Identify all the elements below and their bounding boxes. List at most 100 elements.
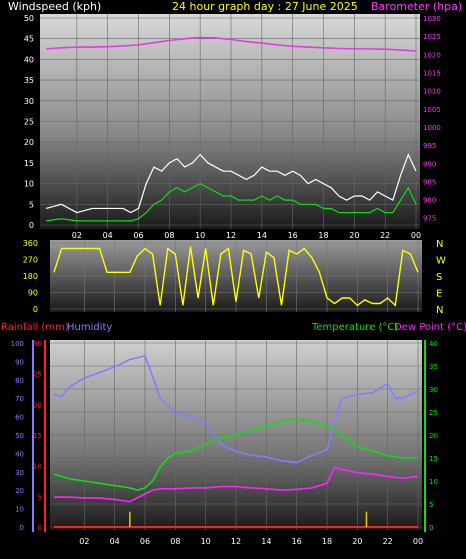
series-barometer	[45, 36, 417, 52]
barometer-tick-label: 1010	[423, 88, 441, 96]
wind-tick-label: 5	[29, 200, 34, 209]
temp-x-tick-label: 12	[231, 537, 241, 546]
wind-tick-label: 30	[24, 97, 34, 106]
temp-panel-axes: 0 10 20 30 40 50 60 70 80 90 100 0 5 10 15 20 25 30 0 5 10 15…	[11, 340, 438, 532]
barometer-tick-label: 1015	[423, 69, 441, 77]
temperature-tick-label: 15	[429, 455, 438, 463]
temp-x-axis: 02 04 06 08 10 12 14 16 18 20 22 00	[79, 537, 423, 546]
temp-x-tick-label: 04	[110, 537, 120, 546]
direction-y-axis: 360 270 180 90 0	[23, 239, 38, 314]
wind-tick-label: 25	[24, 118, 34, 127]
temp-x-tick-label: 02	[79, 537, 89, 546]
barometer-tick-label: 995	[423, 142, 436, 150]
wind-y-axis: 0 5 10 15 20 25 30 35 40 45 50	[24, 14, 34, 230]
compass-label: N	[436, 305, 443, 316]
barometer-tick-label: 1000	[423, 124, 441, 132]
direction-series	[53, 246, 419, 307]
wind-x-tick-label: 08	[164, 231, 174, 240]
humidity-tick-label: 90	[15, 358, 24, 366]
temperature-tick-label: 20	[429, 432, 438, 440]
wind-tick-label: 45	[24, 35, 34, 44]
series-average	[45, 182, 417, 222]
humidity-tick-label: 80	[15, 377, 24, 385]
wind-series	[45, 36, 417, 222]
direction-tick-label: 90	[28, 289, 38, 298]
temperature-tick-label: 10	[429, 478, 438, 486]
wind-x-tick-label: 22	[380, 231, 390, 240]
temp-x-tick-label: 22	[383, 537, 393, 546]
compass-label: S	[436, 272, 442, 283]
barometer-y-axis: 975 980 985 990 995 1000 1005 1010 1015 1020 1025 1…	[423, 15, 441, 223]
temp-x-tick-label: 10	[201, 537, 211, 546]
wind-x-tick-label: 16	[288, 231, 298, 240]
wind-x-tick-label: 00	[411, 231, 421, 240]
series-temperature	[53, 418, 418, 492]
wind-x-tick-label: 18	[318, 231, 328, 240]
humidity-tick-label: 10	[15, 506, 24, 514]
wind-tick-label: 35	[24, 76, 34, 85]
rainfall-axis-title: Rainfall (mm)	[1, 322, 69, 333]
temp-panel-grid	[50, 340, 422, 530]
temp-x-tick-label: 16	[292, 537, 302, 546]
humidity-tick-label: 50	[15, 432, 24, 440]
series-wind-direction	[53, 246, 419, 307]
wind-tick-label: 50	[24, 14, 34, 23]
direction-tick-label: 360	[23, 239, 38, 248]
temperature-axis-title: Temperature (°C)	[311, 322, 398, 333]
chart-title: 24 hour graph day : 27 June 2025	[172, 0, 358, 13]
wind-x-tick-label: 12	[226, 231, 236, 240]
barometer-tick-label: 990	[423, 160, 436, 168]
barometer-tick-label: 985	[423, 178, 436, 186]
rainfall-tick-label: 10	[33, 463, 42, 471]
barometer-tick-label: 1025	[423, 33, 441, 41]
dewpoint-axis-title: Dew Point (°C)	[394, 322, 466, 333]
humidity-tick-label: 100	[11, 340, 24, 348]
barometer-tick-label: 980	[423, 197, 436, 205]
series-windspeed	[45, 153, 417, 214]
direction-tick-label: 180	[23, 272, 38, 281]
series-humidity	[53, 354, 419, 464]
temp-x-tick-label: 18	[322, 537, 332, 546]
compass-label: W	[436, 256, 446, 267]
rainfall-tick-label: 30	[33, 340, 42, 348]
wind-tick-label: 10	[24, 180, 34, 189]
humidity-tick-label: 60	[15, 414, 24, 422]
rainfall-tick-label: 25	[33, 371, 42, 379]
barometer-tick-label: 1020	[423, 51, 441, 59]
barometer-tick-label: 975	[423, 215, 436, 223]
wind-x-tick-label: 10	[195, 231, 205, 240]
wind-x-tick-label: 14	[257, 231, 267, 240]
temp-x-tick-label: 08	[170, 537, 180, 546]
humidity-tick-label: 20	[15, 487, 24, 495]
temp-x-tick-label: 06	[140, 537, 150, 546]
barometer-tick-label: 1030	[423, 15, 441, 23]
temperature-tick-label: 30	[429, 386, 438, 394]
wind-tick-label: 20	[24, 138, 34, 147]
rainfall-tick-label: 15	[33, 432, 42, 440]
temp-x-tick-label: 14	[261, 537, 271, 546]
barometer-axis-title: Barometer (hpa)	[371, 0, 462, 13]
temperature-tick-label: 25	[429, 409, 438, 417]
compass-label: E	[436, 289, 442, 300]
direction-tick-label: 270	[23, 256, 38, 265]
wind-tick-label: 15	[24, 159, 34, 168]
wind-x-tick-label: 04	[103, 231, 113, 240]
wind-x-tick-label: 06	[133, 231, 143, 240]
humidity-tick-label: 30	[15, 469, 24, 477]
direction-panel-grid	[50, 240, 422, 312]
humidity-axis-title: Humidity	[67, 322, 112, 333]
humidity-tick-label: 70	[15, 395, 24, 403]
wind-axis-title: Windspeed (kph)	[8, 0, 101, 13]
temperature-tick-label: 40	[429, 340, 438, 348]
compass-label: N	[436, 239, 443, 250]
wind-x-tick-label: 02	[72, 231, 82, 240]
temperature-tick-label: 0	[429, 524, 433, 532]
rainfall-tick-label: 0	[38, 524, 42, 532]
temperature-humidity-panel: 0102030405060708090100051015202530051015…	[11, 340, 438, 546]
rainfall-tick-label: 20	[33, 401, 42, 409]
humidity-tick-label: 0	[20, 524, 24, 532]
